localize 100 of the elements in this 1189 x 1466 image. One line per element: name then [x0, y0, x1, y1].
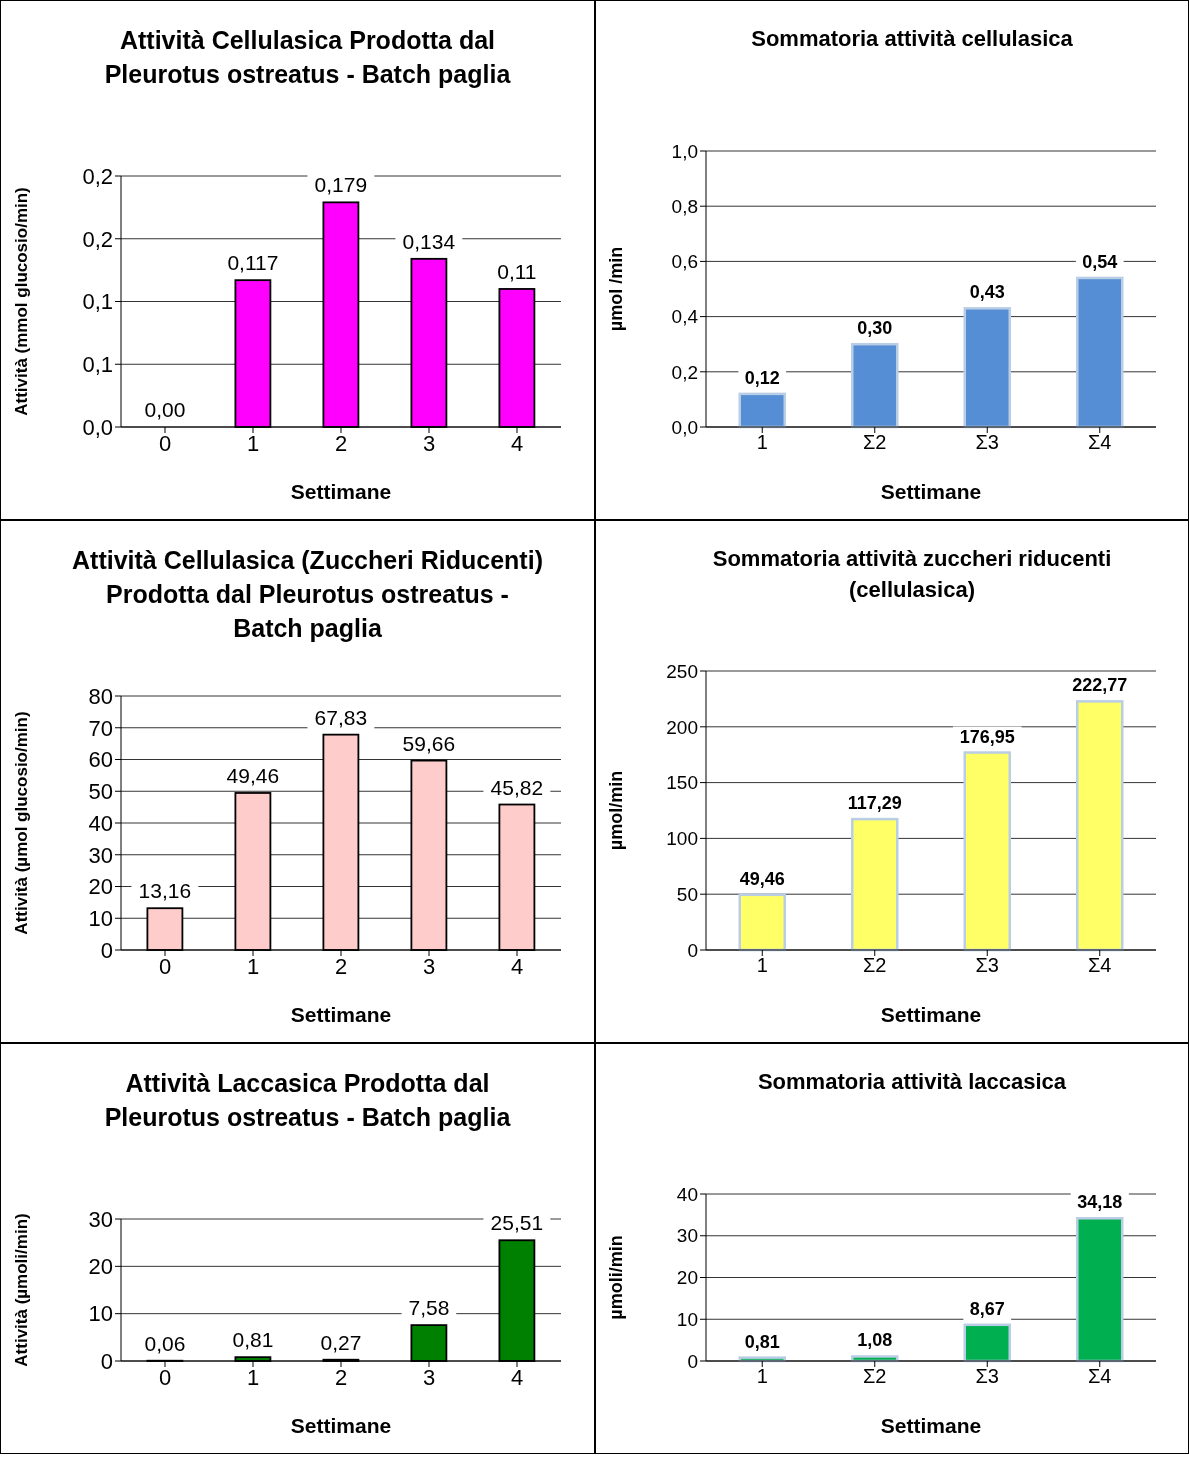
x-tick-label: Σ2 [863, 1365, 887, 1388]
y-tick-label: 50 [88, 779, 113, 805]
x-tick-label: 4 [510, 953, 524, 979]
x-tick-label: 2 [334, 1364, 348, 1390]
x-tick-label: Σ3 [975, 431, 999, 454]
x-tick-label: 3 [422, 1364, 436, 1390]
chart-title: Attività Cellulasica (Zuccheri Riducenti) Prodotta dal Pleurotus ostreatus - Batch paglia [71, 545, 544, 644]
y-tick-label: 80 [88, 683, 113, 709]
x-axis-title: Settimane [290, 1414, 392, 1437]
data-label: 0,81 [744, 1331, 780, 1352]
x-tick-label: Σ3 [975, 1365, 999, 1388]
data-label: 0,06 [144, 1331, 186, 1355]
x-tick-label: 0 [158, 953, 172, 979]
data-label: 8,67 [969, 1298, 1005, 1319]
x-tick-label: 4 [510, 1364, 524, 1390]
x-tick-label: 1 [756, 1365, 768, 1388]
y-tick-label: 30 [88, 1206, 113, 1232]
y-tick-label: 20 [676, 1267, 698, 1289]
data-label: 49,46 [739, 868, 785, 889]
data-label: 0,30 [857, 318, 893, 339]
y-tick-label: 50 [676, 883, 698, 905]
y-tick-label: 30 [88, 842, 113, 868]
y-tick-label: 0 [687, 939, 698, 961]
chart-title: Attività Laccasica Prodotta dal Pleurotus ostreatus - Batch paglia [103, 1068, 512, 1133]
data-label: 7,58 [408, 1296, 450, 1320]
data-label: 0,00 [144, 398, 186, 421]
y-tick-label: 200 [666, 716, 698, 738]
x-tick-label: 3 [422, 953, 436, 979]
x-tick-label: 1 [246, 1364, 260, 1390]
x-tick-label: 3 [422, 430, 436, 456]
y-tick-label: 0,6 [671, 251, 698, 273]
y-tick-label: 60 [88, 747, 113, 773]
x-tick-label: Σ4 [1088, 1365, 1112, 1388]
y-tick-label: 0,2 [671, 361, 698, 383]
data-label: 59,66 [402, 731, 456, 755]
y-axis-title: µmol/min [606, 770, 627, 851]
x-tick-label: Σ3 [975, 954, 999, 977]
x-tick-label: 2 [334, 430, 348, 456]
y-tick-label: 0,0 [82, 414, 113, 440]
chart-title: Sommatoria attività laccasica [756, 1068, 1068, 1096]
y-tick-label: 0,1 [82, 289, 113, 315]
data-label: 0,54 [1082, 251, 1118, 272]
data-label: 0,12 [744, 367, 780, 388]
x-axis-title: Settimane [880, 480, 982, 503]
data-label: 13,16 [138, 879, 192, 903]
data-label: 0,11 [497, 259, 537, 283]
x-axis-title: Settimane [880, 1414, 982, 1437]
data-label: 49,46 [226, 763, 280, 787]
chart-title: Sommatoria attività zuccheri riducenti (cellulasica) [711, 545, 1113, 604]
data-label: 0,179 [314, 173, 368, 197]
y-tick-label: 250 [666, 660, 698, 682]
y-axis-title: µmoli/min [606, 1235, 627, 1320]
y-tick-label: 40 [88, 810, 113, 836]
chart-title: Attività Cellulasica Prodotta dal Pleurotus ostreatus - Batch paglia [103, 25, 512, 90]
x-tick-label: 1 [756, 431, 768, 454]
y-tick-label: 0 [687, 1350, 698, 1372]
x-axis-title: Settimane [290, 1003, 392, 1026]
data-label: 176,95 [959, 726, 1015, 747]
y-tick-label: 0,8 [671, 195, 698, 217]
y-axis-title: µmol /min [606, 246, 627, 332]
y-tick-label: 1,0 [671, 140, 698, 162]
y-tick-label: 10 [676, 1308, 698, 1330]
y-axis-title: Attività (µmoli/min) [12, 1213, 32, 1367]
data-label: 222,77 [1072, 675, 1128, 696]
x-axis-title: Settimane [290, 480, 392, 503]
chart-title: Sommatoria attività cellulasica [750, 25, 1074, 53]
y-tick-label: 0,2 [82, 163, 113, 189]
y-tick-label: 150 [666, 772, 698, 794]
y-tick-label: 0,1 [82, 352, 113, 378]
y-tick-label: 20 [88, 1254, 113, 1280]
y-tick-label: 0,0 [671, 416, 698, 438]
y-axis-title: Attività (mmol glucosio/min) [12, 187, 32, 416]
x-tick-label: 0 [158, 430, 172, 456]
x-tick-label: 4 [510, 430, 524, 456]
y-tick-label: 100 [666, 828, 698, 850]
y-tick-label: 40 [676, 1183, 698, 1205]
x-tick-label: 2 [334, 953, 348, 979]
data-label: 25,51 [490, 1211, 544, 1235]
data-label: 67,83 [314, 705, 368, 729]
data-label: 0,27 [320, 1330, 362, 1354]
y-tick-label: 20 [88, 874, 113, 900]
data-label: 34,18 [1077, 1192, 1123, 1213]
data-label: 0,43 [969, 282, 1005, 303]
y-tick-label: 70 [88, 715, 113, 741]
x-tick-label: 1 [756, 954, 768, 977]
x-tick-label: 1 [246, 430, 260, 456]
y-tick-label: 10 [88, 1301, 113, 1327]
data-label: 0,134 [402, 229, 456, 253]
data-label: 45,82 [490, 775, 544, 799]
data-label: 117,29 [847, 793, 902, 814]
y-tick-label: 10 [88, 906, 113, 932]
data-label: 0,81 [232, 1328, 274, 1352]
y-tick-label: 0,2 [82, 226, 113, 252]
x-tick-label: 1 [246, 953, 260, 979]
y-tick-label: 0,4 [671, 306, 699, 328]
x-axis-title: Settimane [880, 1003, 982, 1026]
x-tick-label: Σ2 [863, 431, 887, 454]
data-label: 1,08 [857, 1330, 893, 1351]
x-tick-label: Σ2 [863, 954, 887, 977]
data-label: 0,117 [227, 251, 279, 275]
